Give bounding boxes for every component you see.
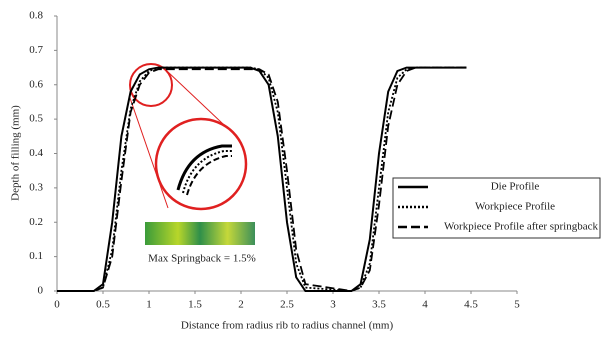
y-tick-label: 0.2 bbox=[29, 216, 43, 228]
x-tick-label: 0 bbox=[54, 299, 60, 311]
annotation: Max Springback = 1.5% bbox=[148, 253, 256, 265]
x-tick-label: 3.5 bbox=[372, 299, 386, 311]
zoom-inset bbox=[130, 64, 255, 245]
x-tick-label: 2.5 bbox=[280, 299, 294, 311]
x-axis-label: Distance from radius rib to radius chann… bbox=[181, 320, 394, 332]
y-tick-label: 0.5 bbox=[29, 113, 43, 125]
y-tick-label: 0.4 bbox=[29, 147, 43, 159]
y-tick-label: 0.8 bbox=[29, 10, 43, 22]
y-tick-label: 0.1 bbox=[29, 250, 43, 262]
y-tick-label: 0.6 bbox=[29, 78, 43, 90]
y-axis-label: Depth of filling (mm) bbox=[10, 105, 22, 201]
x-tick-label: 4.5 bbox=[464, 299, 478, 311]
legend-label: Workpiece Profile after springback bbox=[444, 221, 598, 233]
x-tick-label: 0.5 bbox=[96, 299, 110, 311]
legend-label: Workpiece Profile bbox=[475, 201, 555, 213]
x-tick-label: 4 bbox=[422, 299, 428, 311]
x-tick-label: 1 bbox=[146, 299, 152, 311]
legend-label: Die Profile bbox=[491, 181, 540, 193]
x-tick-label: 3 bbox=[330, 299, 336, 311]
chart: Distance from radius rib to radius chann… bbox=[0, 0, 605, 336]
y-tick-label: 0.7 bbox=[29, 44, 43, 56]
y-tick-label: 0.3 bbox=[29, 181, 43, 193]
x-tick-label: 1.5 bbox=[188, 299, 202, 311]
x-tick-label: 2 bbox=[238, 299, 244, 311]
y-tick-label: 0 bbox=[38, 285, 44, 297]
x-tick-label: 5 bbox=[514, 299, 520, 311]
